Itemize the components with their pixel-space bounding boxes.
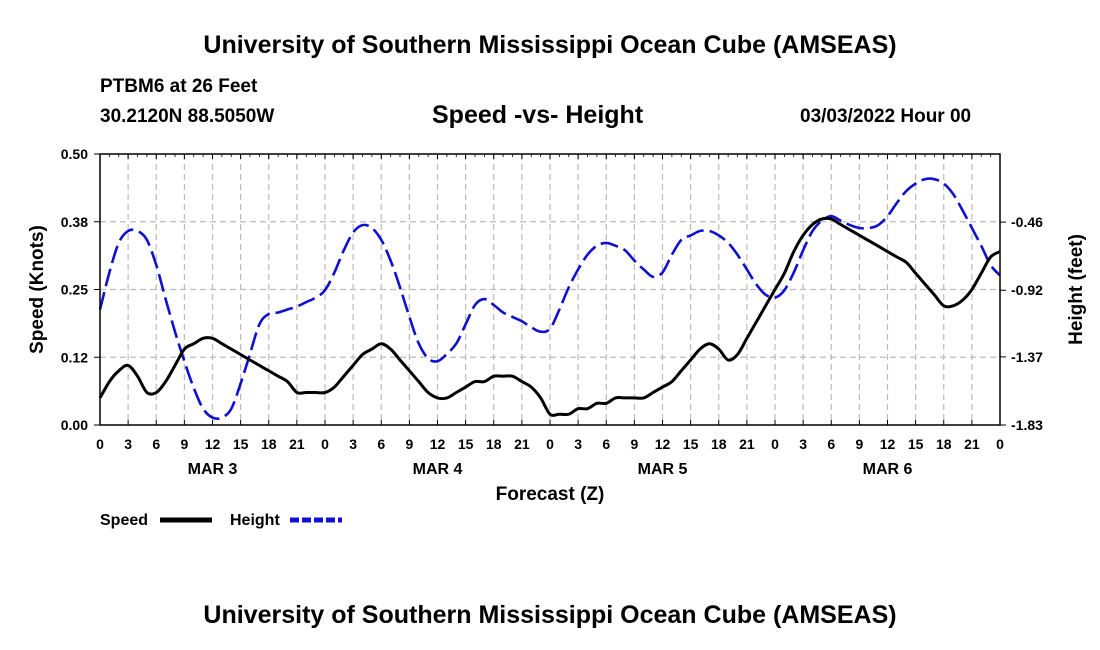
x-tick-label: 18 <box>936 436 952 452</box>
x-tick-label: 15 <box>458 436 474 452</box>
y-left-tick-label: 0.50 <box>61 146 88 162</box>
chart-title: Speed -vs- Height <box>432 101 644 129</box>
y-right-tick-label: -0.46 <box>1011 214 1043 230</box>
day-label: MAR 4 <box>413 461 463 478</box>
x-tick-label: 0 <box>996 436 1004 452</box>
x-tick-label: 9 <box>180 436 188 452</box>
x-tick-label: 12 <box>430 436 446 452</box>
x-tick-label: 15 <box>908 436 924 452</box>
x-tick-label: 21 <box>964 436 980 452</box>
x-tick-label: 21 <box>739 436 755 452</box>
day-label: MAR 6 <box>863 461 913 478</box>
height-series-line <box>98 177 1001 421</box>
x-tick-label: 12 <box>205 436 221 452</box>
location-label: 30.2120N 88.5050W <box>100 106 275 127</box>
y-left-tick-label: 0.38 <box>61 214 88 230</box>
speed-series-line <box>98 216 1001 417</box>
x-tick-label: 0 <box>771 436 779 452</box>
x-axis-label: Forecast (Z) <box>496 484 605 505</box>
x-tick-label: 15 <box>233 436 249 452</box>
station-label: PTBM6 at 26 Feet <box>100 76 258 97</box>
grid <box>100 154 1000 425</box>
x-tick-label: 18 <box>711 436 727 452</box>
speed-height-chart: 0 3 6 9 12 15 18 21 0 3 6 9 12 15 18 21 0 3 6 9 12 15 18 21 0 3 6 9… <box>27 146 1087 529</box>
y-right-tick-label: -1.37 <box>1011 349 1043 365</box>
x-tick-label: 18 <box>261 436 277 452</box>
page-title: University of Southern Mississippi Ocean… <box>203 31 897 59</box>
legend-speed-label: Speed <box>100 512 148 529</box>
x-tick-label: 9 <box>405 436 413 452</box>
y-right-tick-label: -0.92 <box>1011 282 1043 298</box>
y-right-tick-label: -1.83 <box>1011 417 1043 433</box>
datetime-label: 03/03/2022 Hour 00 <box>800 106 972 127</box>
x-tick-label: 9 <box>855 436 863 452</box>
x-tick-label: 3 <box>349 436 357 452</box>
x-tick-label: 12 <box>655 436 671 452</box>
x-tick-label: 0 <box>546 436 554 452</box>
day-label: MAR 3 <box>188 461 238 478</box>
x-tick-label: 0 <box>96 436 104 452</box>
x-tick-label: 15 <box>683 436 699 452</box>
x-tick-label: 9 <box>630 436 638 452</box>
x-tick-label: 3 <box>799 436 807 452</box>
x-tick-label: 21 <box>289 436 305 452</box>
y-axis-left-label: Speed (Knots) <box>27 225 48 354</box>
ticks-layer: 0 3 6 9 12 15 18 21 0 3 6 9 12 15 18 21 0 3 6 9 12 15 18 21 0 3 6 9… <box>61 146 1043 478</box>
footer-title: University of Southern Mississippi Ocean… <box>203 601 897 629</box>
x-tick-label: 6 <box>602 436 610 452</box>
x-tick-label: 6 <box>827 436 835 452</box>
day-label: MAR 5 <box>638 461 688 478</box>
y-axis-right-label: Height (feet) <box>1066 234 1087 345</box>
x-tick-label: 3 <box>124 436 132 452</box>
x-tick-label: 21 <box>514 436 530 452</box>
x-tick-label: 3 <box>574 436 582 452</box>
series-layer <box>98 177 1001 421</box>
y-left-tick-label: 0.12 <box>61 349 88 365</box>
legend: Speed Height <box>100 512 342 529</box>
y-left-tick-label: 0.25 <box>61 282 88 298</box>
x-tick-label: 0 <box>321 436 329 452</box>
y-left-tick-label: 0.00 <box>61 417 88 433</box>
legend-height-label: Height <box>230 512 280 529</box>
x-tick-label: 6 <box>152 436 160 452</box>
x-tick-label: 12 <box>880 436 896 452</box>
x-tick-label: 6 <box>377 436 385 452</box>
x-tick-label: 18 <box>486 436 502 452</box>
